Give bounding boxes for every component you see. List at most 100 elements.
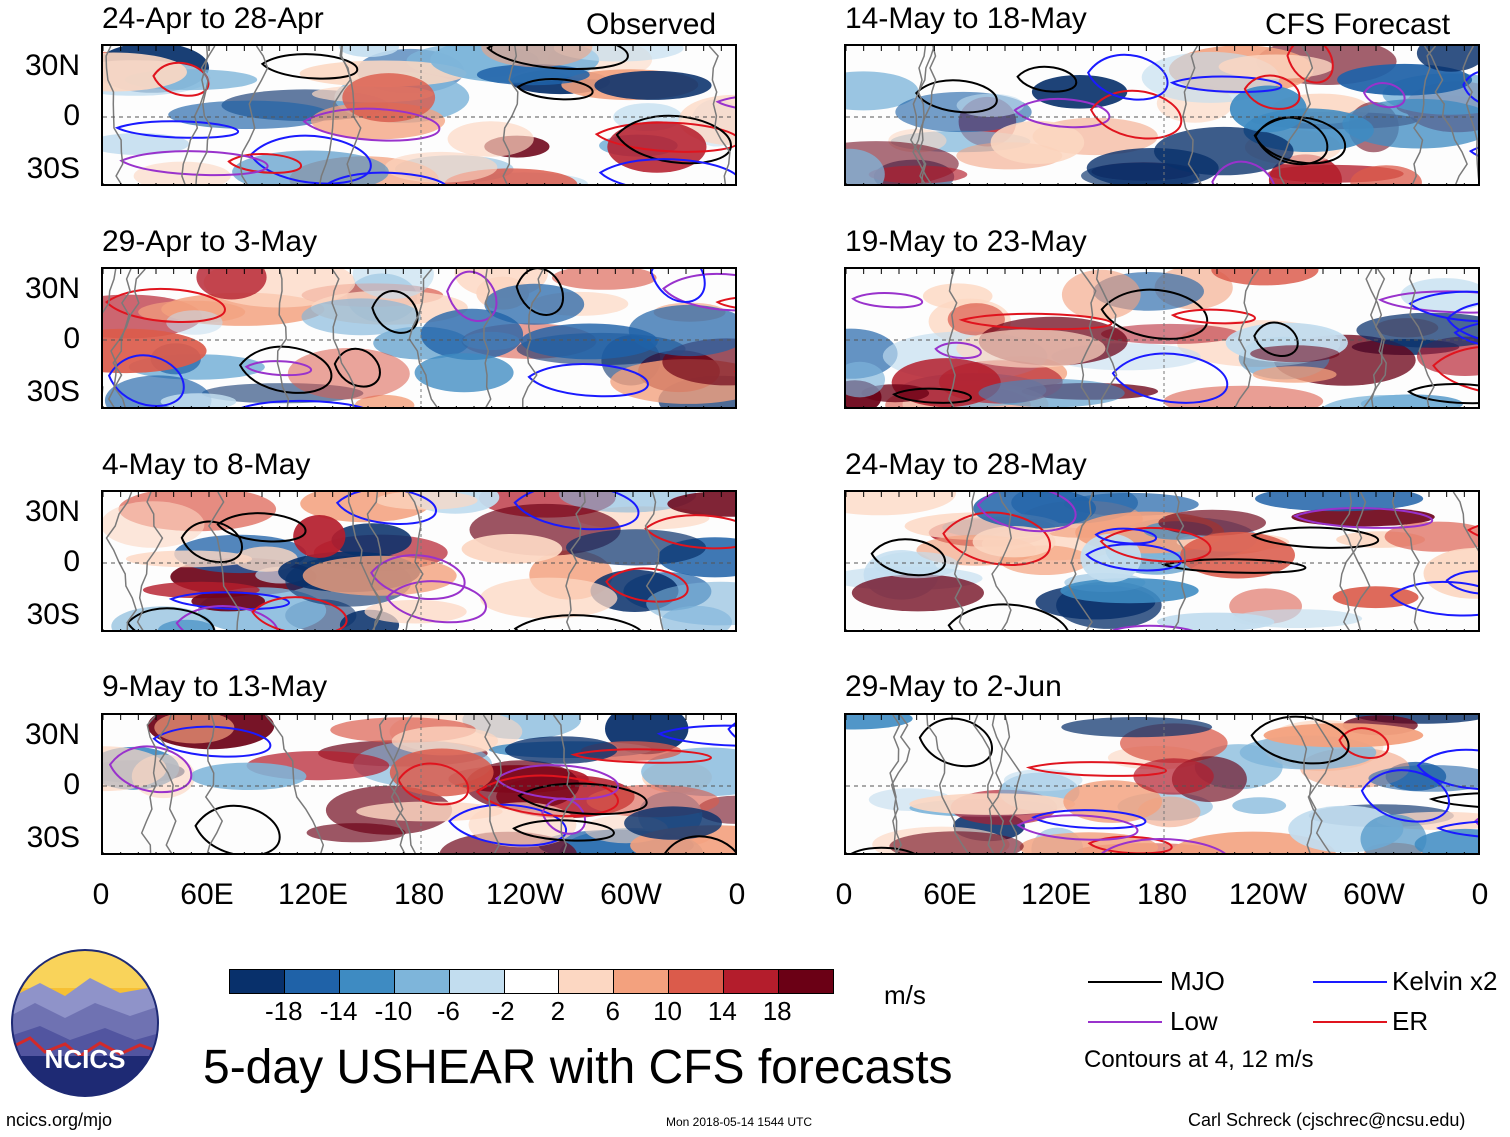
anomaly-blob — [504, 736, 618, 764]
map-panel-obs-2 — [101, 267, 737, 409]
contour-line — [1250, 526, 1380, 549]
contour-line — [605, 567, 689, 603]
contour-line — [1101, 838, 1226, 853]
x-tick-label: 120E — [1020, 878, 1092, 911]
coastline — [890, 715, 911, 853]
coastline — [1452, 492, 1478, 552]
colorbar-tick-label: 6 — [605, 996, 620, 1026]
coastline — [136, 492, 164, 630]
contour-line — [513, 492, 640, 531]
y-tick-label: 0 — [63, 322, 80, 355]
anomaly-blob — [978, 378, 1125, 407]
coastline — [552, 715, 577, 853]
anomaly-blob — [846, 715, 913, 730]
panel-title-obs-3: 4-May to 8-May — [102, 448, 311, 481]
coastline — [1411, 46, 1437, 184]
contour-line — [327, 171, 446, 184]
colorbar-tick-label: -18 — [265, 996, 303, 1026]
contour-line — [126, 607, 215, 630]
anomaly-blob — [293, 515, 346, 558]
anomaly-blob — [1003, 769, 1083, 792]
contour-line — [1100, 288, 1209, 340]
panel-title-obs-2: 29-Apr to 3-May — [102, 225, 318, 258]
anomaly-blob — [481, 46, 593, 68]
anomaly-blob — [846, 71, 919, 111]
anomaly-blob — [846, 148, 885, 184]
x-tick-label: 180 — [1136, 878, 1188, 911]
contour-line — [1016, 65, 1078, 93]
panel-title-fcst-1: 14-May to 18-May — [845, 2, 1087, 35]
anomaly-blob — [1250, 345, 1340, 363]
contour-line — [515, 269, 565, 316]
chart-title: 5-day USHEAR with CFS forecasts — [203, 1041, 953, 1094]
contour-line — [1031, 809, 1147, 830]
anomaly-blob — [375, 492, 478, 510]
anomaly-blob — [956, 93, 1024, 117]
coastline — [1340, 492, 1371, 630]
x-tick-label: 120W — [485, 878, 565, 911]
contour-line — [656, 724, 735, 747]
anomaly-blob — [391, 726, 499, 756]
anomaly-blob — [1356, 312, 1478, 348]
anomaly-blob — [846, 492, 956, 516]
contour-line — [615, 114, 732, 165]
coastline — [565, 492, 586, 630]
legend-kelvin-line — [1313, 981, 1387, 983]
anomaly-blob — [154, 715, 235, 744]
footer-author: Carl Schreck (cjschrec@ncsu.edu) — [1188, 1110, 1466, 1130]
map-panel-obs-4 — [101, 713, 737, 855]
cfs-forecast-label: CFS Forecast — [1265, 8, 1451, 41]
colorbar-tick-label: -2 — [491, 996, 515, 1026]
contour-line — [733, 370, 735, 373]
anomaly-blob — [972, 526, 1056, 558]
contour-line — [152, 61, 210, 97]
anomaly-blob — [1291, 507, 1435, 527]
coastline — [644, 492, 664, 630]
anomaly-blob — [1384, 521, 1478, 552]
anomaly-blob — [1211, 269, 1319, 286]
anomaly-blob — [641, 747, 735, 797]
contour-line — [1094, 527, 1158, 545]
x-tick-label: 0 — [728, 878, 746, 911]
contour-line — [512, 819, 615, 842]
colorbar-swatch — [339, 970, 395, 993]
contour-line — [114, 120, 240, 139]
contour-line — [1243, 74, 1301, 110]
coastline — [1477, 269, 1478, 270]
coastline — [204, 715, 224, 853]
coastline — [378, 715, 417, 853]
footer-timestamp: Mon 2018-05-14 1544 UTC — [666, 1115, 813, 1129]
coastline — [1423, 46, 1468, 184]
contour-line — [1360, 769, 1451, 823]
x-tick-label: 120W — [1228, 878, 1308, 911]
x-tick-label: 60E — [923, 878, 977, 911]
contour-line — [870, 538, 947, 577]
contour-line — [1462, 71, 1478, 103]
anomaly-blob — [947, 303, 1005, 336]
contour-line — [1254, 116, 1329, 166]
contour-line — [1432, 346, 1478, 392]
colorbar-tick-label: 2 — [550, 996, 566, 1026]
contour-note: Contours at 4, 12 m/s — [1084, 1046, 1314, 1073]
coastline — [264, 715, 325, 853]
panel-title-fcst-4: 29-May to 2-Jun — [845, 670, 1062, 703]
y-tick-label: 30S — [26, 821, 80, 854]
coastline — [483, 269, 493, 407]
contour-line — [108, 745, 193, 794]
contour-line — [644, 514, 735, 550]
anomaly-blob — [956, 329, 1106, 368]
contour-line — [1250, 715, 1350, 765]
coastline — [331, 269, 356, 407]
contour-line — [241, 399, 364, 407]
colorbar-tick-label: 18 — [762, 996, 792, 1026]
anomaly-blob — [1350, 165, 1422, 184]
anomaly-blob — [868, 165, 968, 184]
coastline — [239, 46, 269, 184]
contour-line — [570, 748, 712, 764]
footer-url[interactable]: ncics.org/mjo — [6, 1110, 113, 1130]
anomaly-blob — [103, 133, 190, 155]
anomaly-blob — [302, 555, 457, 596]
anomaly-blob — [103, 746, 167, 792]
contour-line — [238, 345, 333, 394]
contour-line — [513, 614, 641, 630]
